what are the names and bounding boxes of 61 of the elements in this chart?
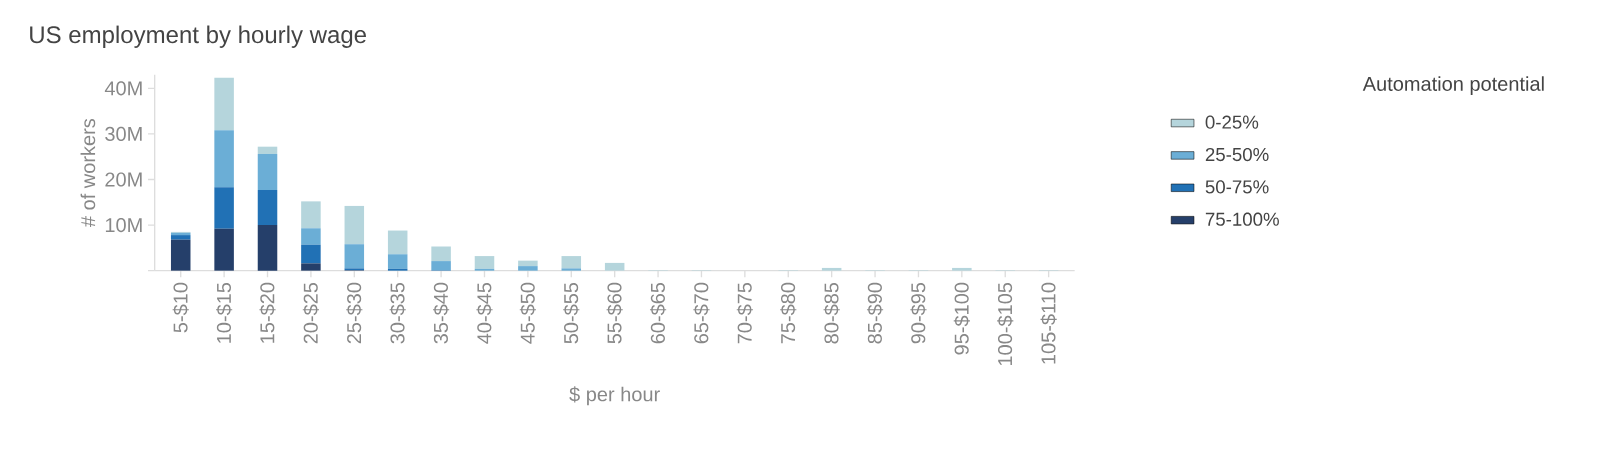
bar: [474, 256, 495, 269]
bar: [214, 187, 234, 229]
x-tick-label: 55-$60: [606, 282, 623, 344]
legend-label: 25-50%: [1205, 147, 1269, 162]
legend-title: Automation potential: [1362, 76, 1544, 95]
bar: [431, 261, 451, 271]
x-tick-label: 30-$35: [389, 282, 406, 344]
bar: [170, 235, 191, 240]
x-tick-label: 5-$10: [172, 282, 189, 333]
bar: [344, 244, 365, 269]
bar: [604, 262, 625, 271]
bar: [214, 77, 234, 131]
x-tick-label: 100-$105: [997, 282, 1014, 366]
x-tick-label: 10-$15: [216, 282, 233, 343]
x-tick-label: 50-$55: [563, 282, 580, 344]
bar: [518, 266, 538, 271]
legend-label: 75-100%: [1205, 212, 1279, 226]
x-tick-label: 80-$85: [823, 282, 840, 344]
bar: [344, 205, 365, 245]
x-tick-label: 45-$50: [519, 282, 536, 344]
bar: [387, 254, 408, 269]
bar: [387, 230, 408, 255]
x-tick-label: 20-$25: [302, 282, 319, 344]
x-tick-label: 35-$40: [433, 282, 450, 344]
x-tick-label: 90-$95: [910, 282, 927, 344]
bar: [301, 263, 321, 271]
y-axis-title: # of workers: [80, 118, 96, 228]
y-tick-label: 40M: [104, 81, 142, 96]
bar: [561, 256, 582, 269]
legend-label: 50-75%: [1205, 180, 1269, 194]
x-tick-label: 65-$70: [693, 282, 710, 344]
x-tick-label: 105-$110: [1040, 282, 1057, 364]
bar: [170, 239, 191, 271]
bar: [214, 130, 234, 188]
bar: [301, 201, 321, 229]
bar: [518, 260, 538, 267]
bar: [257, 153, 278, 190]
bar: [257, 225, 278, 271]
y-tick-label: 20M: [105, 172, 142, 187]
legend-label: 0-25%: [1205, 115, 1259, 129]
chart-title: US employment by hourly wage: [30, 25, 366, 48]
y-tick-label: 30M: [105, 126, 142, 141]
x-tick-label: 25-$30: [346, 282, 363, 344]
x-tick-label: 75-$80: [780, 282, 797, 344]
bar: [821, 267, 842, 271]
bar: [301, 228, 321, 245]
x-tick-label: 15-$20: [259, 282, 276, 343]
x-tick-label: 85-$90: [866, 282, 884, 344]
x-tick-label: 60-$65: [649, 282, 667, 344]
x-axis-title: $ per hour: [569, 386, 660, 406]
bar: [257, 146, 278, 154]
x-tick-label: 70-$75: [736, 282, 753, 344]
x-tick-label: 95-$100: [953, 282, 970, 355]
x-tick-label: 40-$45: [476, 282, 493, 344]
bar: [952, 267, 972, 271]
bar: [214, 228, 234, 271]
bar: [257, 189, 278, 226]
bar: [301, 244, 321, 264]
bar: [561, 268, 582, 271]
bar: [431, 246, 451, 262]
y-tick-label: 10M: [105, 217, 142, 233]
